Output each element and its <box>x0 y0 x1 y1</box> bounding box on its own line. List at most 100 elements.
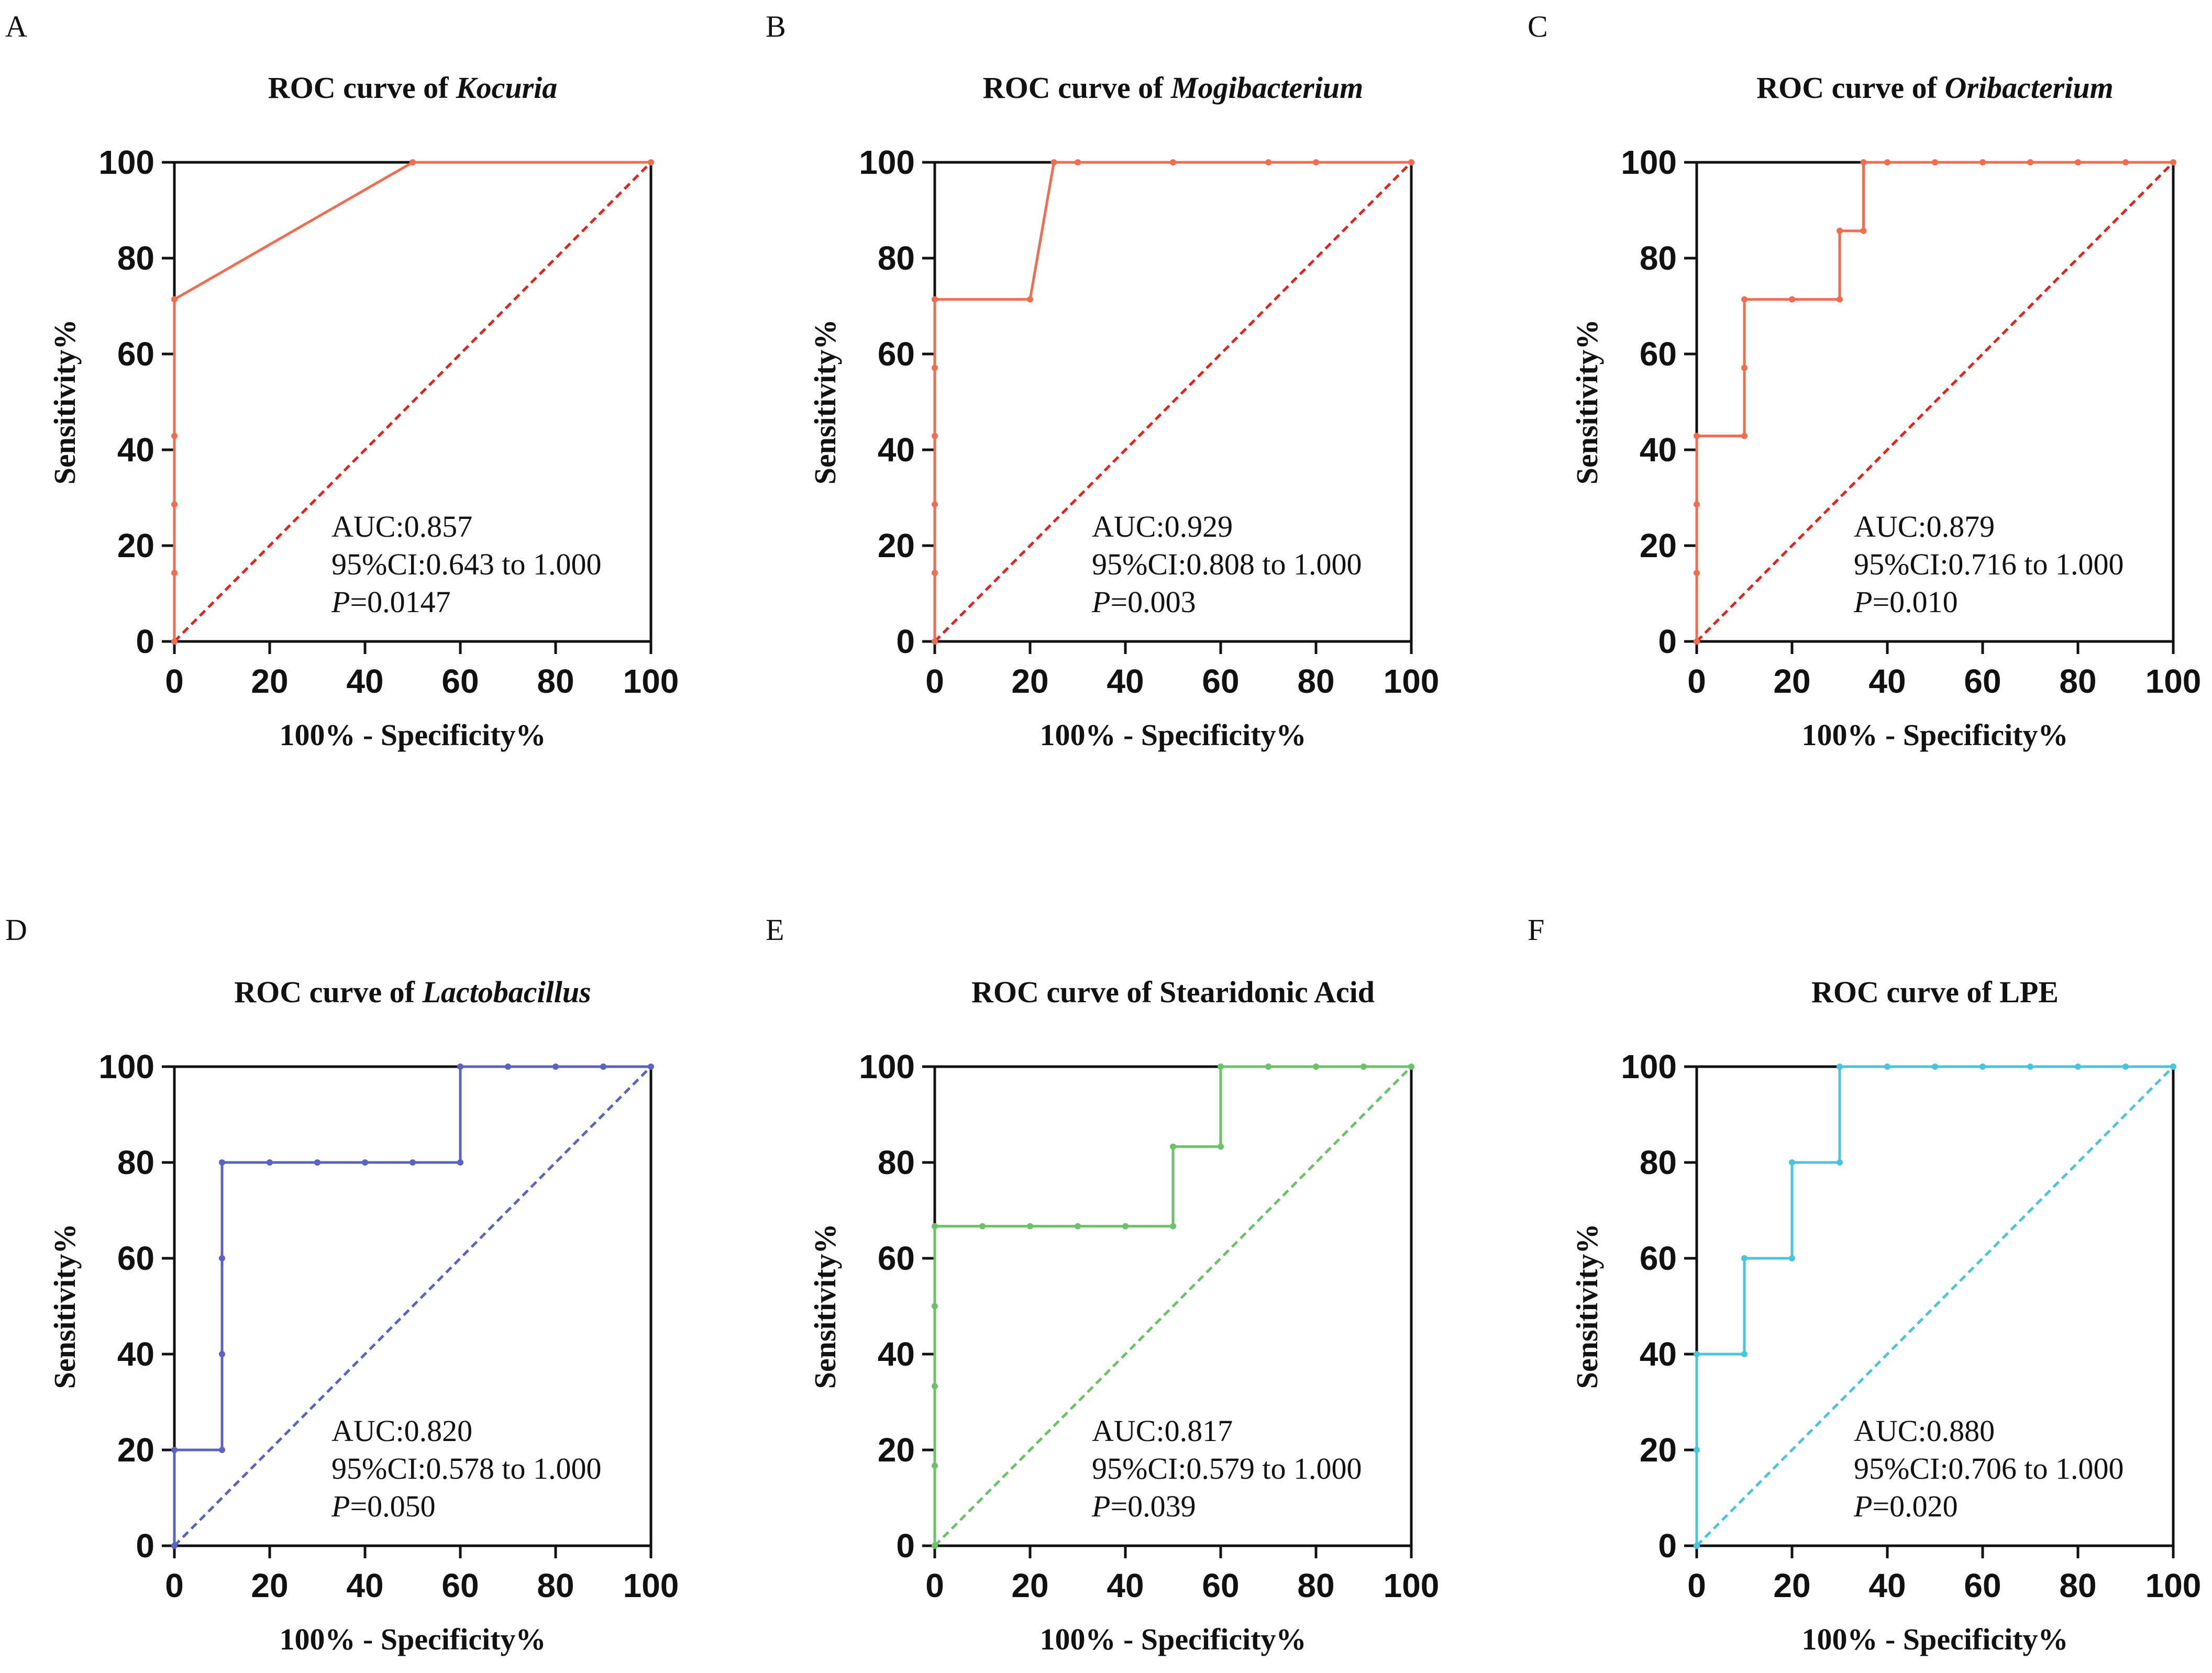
auc-text: AUC:0.857 <box>331 509 472 544</box>
x-tick-label: 80 <box>1297 1567 1334 1604</box>
roc-point <box>1265 159 1271 165</box>
roc-point <box>979 1223 986 1229</box>
auc-text: AUC:0.820 <box>331 1414 472 1448</box>
roc-point <box>314 1159 320 1166</box>
x-tick-label: 80 <box>537 1567 574 1604</box>
chart-title: ROC curve of Kocuria <box>268 71 558 105</box>
x-tick-label: 100 <box>2145 662 2202 700</box>
roc-point <box>932 501 938 508</box>
roc-point <box>219 1255 225 1261</box>
roc-point <box>1694 1447 1700 1453</box>
roc-point <box>932 296 938 303</box>
roc-point <box>219 1159 225 1166</box>
y-axis-label: Sensitivity% <box>808 1224 842 1389</box>
x-tick-label: 40 <box>1868 1567 1906 1604</box>
y-axis-label: Sensitivity% <box>48 1224 82 1389</box>
roc-point <box>1884 159 1890 165</box>
roc-panel-c: C ROC curve of Oribacterium 0 20 40 60 80 100 0 2… <box>1528 9 2201 752</box>
y-tick-label: 80 <box>1640 239 1677 277</box>
p-value-text: P=0.050 <box>331 1489 436 1523</box>
x-tick-label: 0 <box>165 662 184 700</box>
y-tick-label: 0 <box>896 1527 915 1565</box>
auc-text: AUC:0.879 <box>1854 509 1995 544</box>
y-tick-label: 80 <box>1640 1144 1677 1181</box>
y-tick-label: 60 <box>1640 335 1677 373</box>
p-value: =0.050 <box>350 1489 435 1523</box>
roc-point <box>648 159 654 165</box>
chart-title-prefix: ROC curve of <box>234 975 422 1009</box>
y-tick-label: 20 <box>1640 1431 1677 1469</box>
p-value: =0.010 <box>1872 585 1957 619</box>
roc-point <box>2075 1063 2081 1070</box>
chart-title: ROC curve of Oribacterium <box>1756 71 2113 105</box>
roc-point <box>1408 159 1414 165</box>
x-tick-label: 40 <box>346 662 383 700</box>
ci-text: 95%CI:0.706 to 1.000 <box>1854 1452 2124 1486</box>
roc-point <box>1741 1351 1748 1357</box>
y-tick-label: 60 <box>878 335 915 373</box>
chart-title-prefix: ROC curve of <box>983 71 1171 105</box>
y-tick-label: 80 <box>878 239 915 277</box>
ci-text: 95%CI:0.579 to 1.000 <box>1092 1452 1362 1486</box>
x-tick-label: 40 <box>1107 1567 1144 1604</box>
x-axis-label: 100% - Specificity% <box>1039 718 1306 752</box>
roc-point <box>1694 638 1700 645</box>
y-axis-label: Sensitivity% <box>48 319 82 485</box>
roc-curve <box>1695 1065 2173 1546</box>
roc-point <box>171 296 178 303</box>
roc-point <box>1408 1063 1414 1070</box>
roc-point <box>171 501 178 508</box>
chart-title-name: Mogibacterium <box>1170 71 1363 105</box>
roc-point <box>1075 1223 1081 1229</box>
roc-curve <box>173 1065 651 1546</box>
roc-point <box>1837 296 1843 303</box>
roc-point <box>2122 1063 2129 1070</box>
roc-point <box>932 364 938 371</box>
roc-point <box>1170 1143 1176 1150</box>
roc-point <box>1050 159 1057 165</box>
chart-title-prefix: ROC curve of <box>1811 975 1999 1009</box>
ci-text: 95%CI:0.716 to 1.000 <box>1854 547 2124 581</box>
roc-point <box>362 1159 368 1166</box>
y-tick-label: 40 <box>878 431 915 469</box>
roc-point <box>219 1351 225 1357</box>
roc-point <box>1789 296 1795 303</box>
x-tick-label: 80 <box>1297 662 1334 700</box>
chart-title-prefix: ROC curve of <box>1756 71 1944 105</box>
y-tick-label: 40 <box>117 1335 154 1373</box>
p-value-text: P=0.039 <box>1091 1489 1196 1523</box>
y-tick-label: 0 <box>136 1527 154 1565</box>
roc-point <box>1218 1143 1224 1150</box>
x-tick-label: 80 <box>2059 662 2096 700</box>
roc-point <box>932 1463 938 1469</box>
y-tick-label: 100 <box>98 143 154 181</box>
roc-point <box>171 1543 178 1549</box>
panel-letter: C <box>1528 9 1548 43</box>
roc-point <box>1075 159 1081 165</box>
y-tick-label: 40 <box>117 431 154 469</box>
y-tick-label: 100 <box>859 1048 915 1085</box>
p-value-text: P=0.0147 <box>331 585 451 619</box>
roc-point <box>648 1063 654 1070</box>
p-value-text: P=0.003 <box>1091 585 1196 619</box>
p-value: =0.0147 <box>350 585 450 619</box>
roc-point <box>1979 1063 1986 1070</box>
roc-point <box>2027 159 2033 165</box>
y-tick-label: 100 <box>98 1048 154 1085</box>
ci-text: 95%CI:0.578 to 1.000 <box>331 1452 602 1486</box>
x-tick-label: 0 <box>1687 1567 1706 1604</box>
chart-title: ROC curve of Lactobacillus <box>234 975 591 1009</box>
y-tick-label: 0 <box>136 623 154 660</box>
roc-point <box>2170 1063 2176 1070</box>
x-tick-label: 40 <box>346 1567 383 1604</box>
roc-point <box>1361 1063 1367 1070</box>
roc-point <box>171 638 178 645</box>
chart-title: ROC curve of Mogibacterium <box>983 71 1364 105</box>
roc-point <box>1979 159 1986 165</box>
chart-title-name: LPE <box>1999 975 2059 1009</box>
x-axis-label: 100% - Specificity% <box>1039 1622 1306 1656</box>
x-tick-label: 100 <box>623 662 679 700</box>
roc-point <box>171 1447 178 1453</box>
x-tick-label: 60 <box>441 662 479 700</box>
